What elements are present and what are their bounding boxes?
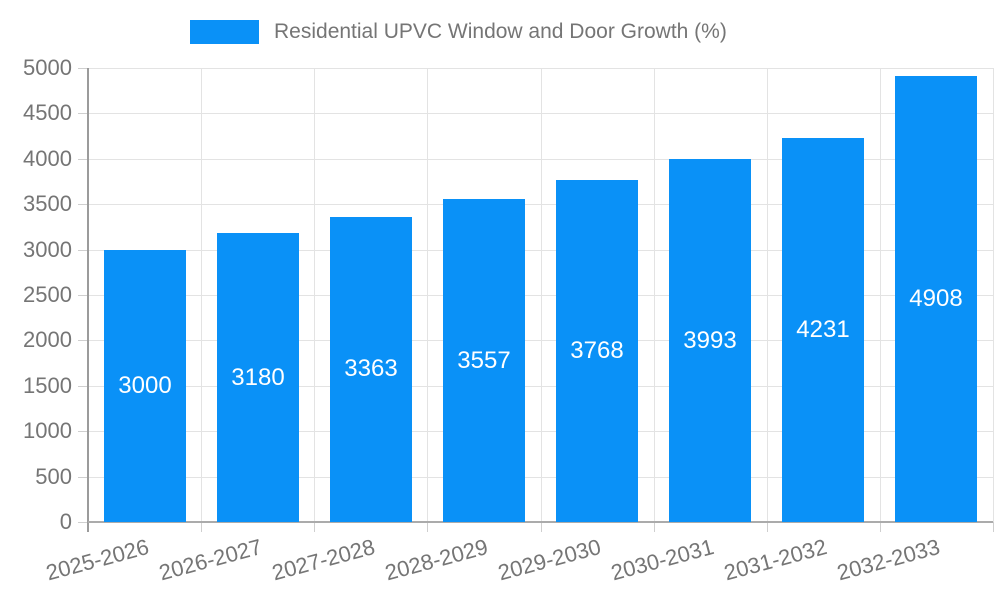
gridline-vertical xyxy=(767,68,768,522)
gridline-vertical xyxy=(201,68,202,522)
gridline-horizontal xyxy=(88,386,993,387)
gridline-horizontal xyxy=(88,295,993,296)
x-tick-mark xyxy=(654,522,655,532)
y-tick-label: 500 xyxy=(35,464,72,489)
y-tick-label: 2500 xyxy=(23,282,72,307)
y-tick-mark xyxy=(78,295,88,296)
bar[interactable] xyxy=(443,199,525,522)
gridline-vertical xyxy=(427,68,428,522)
y-tick-label: 1000 xyxy=(23,418,72,443)
y-tick-label: 3500 xyxy=(23,191,72,216)
gridline-horizontal xyxy=(88,340,993,341)
gridline-horizontal xyxy=(88,113,993,114)
y-tick-mark xyxy=(78,250,88,251)
y-tick-mark xyxy=(78,386,88,387)
gridline-vertical xyxy=(654,68,655,522)
bar[interactable] xyxy=(330,217,412,522)
y-tick-mark xyxy=(78,68,88,69)
y-tick-mark xyxy=(78,477,88,478)
y-axis-line xyxy=(87,68,89,532)
bar[interactable] xyxy=(556,180,638,522)
gridline-horizontal xyxy=(88,477,993,478)
gridline-horizontal xyxy=(88,68,993,69)
bar[interactable] xyxy=(895,76,977,522)
x-tick-mark xyxy=(541,522,542,532)
y-tick-label: 2000 xyxy=(23,327,72,352)
legend-item[interactable]: Residential UPVC Window and Door Growth … xyxy=(190,20,727,44)
y-tick-label: 3000 xyxy=(23,237,72,262)
gridline-vertical xyxy=(314,68,315,522)
x-axis-line xyxy=(88,521,993,523)
y-tick-mark xyxy=(78,340,88,341)
y-tick-mark xyxy=(78,522,88,523)
legend-label: Residential UPVC Window and Door Growth … xyxy=(274,20,727,43)
x-tick-mark xyxy=(993,522,994,532)
x-tick-mark xyxy=(314,522,315,532)
bar[interactable] xyxy=(104,250,186,522)
bar[interactable] xyxy=(217,233,299,522)
x-tick-mark xyxy=(880,522,881,532)
x-tick-mark xyxy=(427,522,428,532)
y-tick-label: 0 xyxy=(59,509,72,534)
gridline-vertical xyxy=(880,68,881,522)
x-tick-mark xyxy=(767,522,768,532)
gridline-vertical xyxy=(993,68,994,522)
y-tick-label: 4000 xyxy=(23,146,72,171)
gridline-horizontal xyxy=(88,250,993,251)
bar[interactable] xyxy=(669,159,751,522)
y-tick-mark xyxy=(78,431,88,432)
y-tick-mark xyxy=(78,204,88,205)
bar[interactable] xyxy=(782,138,864,522)
y-tick-mark xyxy=(78,159,88,160)
gridline-horizontal xyxy=(88,431,993,432)
legend-swatch xyxy=(190,20,259,44)
x-tick-mark xyxy=(201,522,202,532)
gridline-horizontal xyxy=(88,204,993,205)
y-tick-label: 1500 xyxy=(23,373,72,398)
y-tick-label: 5000 xyxy=(23,55,72,80)
gridline-vertical xyxy=(541,68,542,522)
y-tick-mark xyxy=(78,113,88,114)
y-tick-label: 4500 xyxy=(23,100,72,125)
gridline-horizontal xyxy=(88,159,993,160)
